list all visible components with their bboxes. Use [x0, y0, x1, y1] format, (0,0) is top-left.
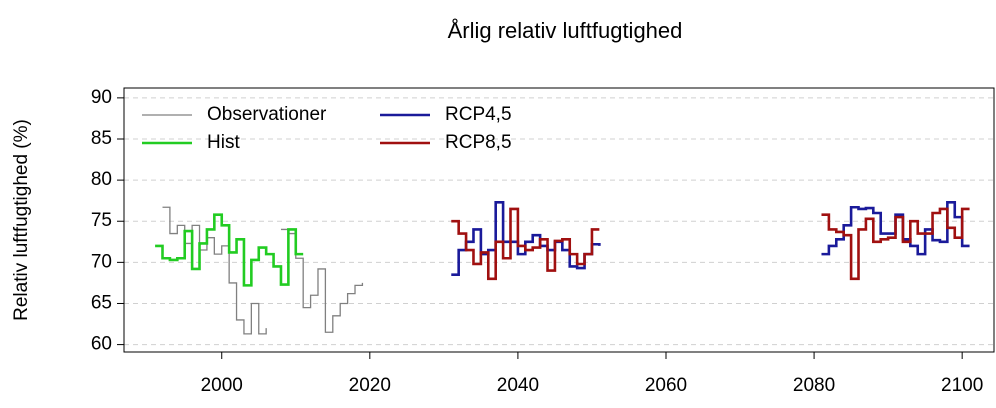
- line-series: [162, 206, 364, 335]
- legend-label: Hist: [207, 132, 240, 153]
- line-series: [451, 207, 970, 281]
- line-series: [155, 213, 304, 287]
- y-tick-label: 65: [91, 292, 112, 313]
- x-tick-label: 2060: [645, 375, 687, 396]
- y-tick-label: 85: [91, 128, 112, 149]
- line-series: [451, 201, 970, 276]
- legend-label: RCP8,5: [445, 132, 512, 153]
- y-tick-label: 90: [91, 87, 112, 108]
- y-tick-label: 75: [91, 210, 112, 231]
- chart-title: Årlig relativ luftfugtighed: [448, 18, 683, 43]
- x-tick-label: 2080: [793, 375, 835, 396]
- legend-label: RCP4,5: [445, 104, 512, 125]
- y-tick-label: 80: [91, 169, 112, 190]
- x-tick-label: 2040: [497, 375, 539, 396]
- x-tick-label: 2100: [941, 375, 983, 396]
- y-tick-label: 60: [91, 334, 112, 355]
- legend-label: Observationer: [207, 104, 327, 125]
- plot-frame: [123, 87, 995, 353]
- x-tick-label: 2020: [349, 375, 391, 396]
- y-tick-label: 70: [91, 251, 112, 272]
- y-axis-label: Relativ luftfugtighed (%): [11, 119, 32, 321]
- x-tick-label: 2000: [201, 375, 243, 396]
